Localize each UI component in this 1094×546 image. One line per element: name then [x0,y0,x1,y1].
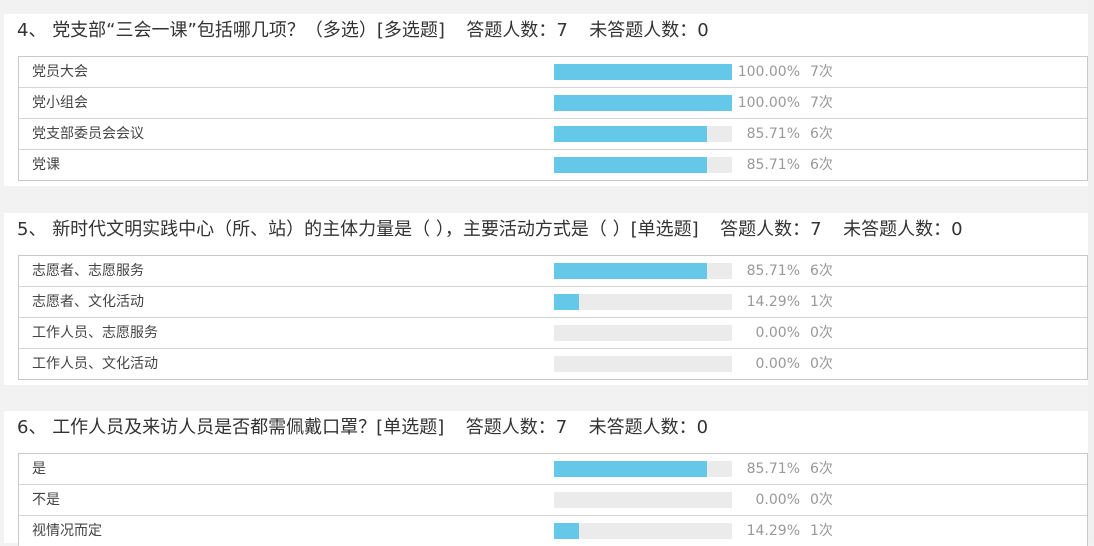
option-row: 工作人员、志愿服务 0.00% 0次 [19,318,1087,349]
option-row: 志愿者、志愿服务 85.71% 6次 [19,256,1087,287]
result-bar [554,356,732,372]
result-bar [554,263,732,279]
option-count: 0次 [810,325,833,341]
option-row: 工作人员、文化活动 0.00% 0次 [19,349,1087,379]
result-bar [554,294,732,310]
option-row: 志愿者、文化活动 14.29% 1次 [19,287,1087,318]
option-row: 是 85.71% 6次 [19,454,1087,485]
answered-count: 答题人数：7 [466,20,568,41]
answered-count: 答题人数：7 [720,219,822,240]
result-bar [554,461,732,477]
option-percent: 14.29% [746,523,800,539]
question-text: 新时代文明实践中心（所、站）的主体力量是（ ），主要活动方式是（ ）[单选题] [52,219,699,240]
unanswered-count: 未答题人数：0 [843,219,963,240]
result-bar [554,64,732,80]
option-row: 党小组会 100.00% 7次 [19,88,1087,119]
option-percent: 85.71% [746,126,800,142]
question-text: 工作人员及来访人员是否都需佩戴口罩？[单选题] [52,417,445,438]
option-label: 志愿者、志愿服务 [32,263,144,279]
question-number: 6、 [17,417,47,438]
unanswered-count: 未答题人数：0 [589,20,709,41]
option-percent: 0.00% [755,492,800,508]
option-count: 0次 [810,356,833,372]
option-label: 工作人员、志愿服务 [32,325,158,341]
option-count: 6次 [810,461,833,477]
option-count: 6次 [810,157,833,173]
result-bar [554,157,732,173]
option-percent: 85.71% [746,263,800,279]
question-text: 党支部“三会一课”包括哪几项？（多选）[多选题] [52,20,445,41]
option-count: 1次 [810,294,833,310]
option-label: 党小组会 [32,95,88,111]
option-percent: 100.00% [737,64,800,80]
answered-count: 答题人数：7 [465,417,568,438]
option-label: 志愿者、文化活动 [32,294,144,310]
question-title: 5、 新时代文明实践中心（所、站）的主体力量是（ ），主要活动方式是（ ）[单选… [17,213,963,247]
page-scrollbar[interactable] [1088,0,1094,543]
unanswered-count: 未答题人数：0 [588,417,709,438]
option-row: 不是 0.00% 0次 [19,485,1087,516]
question-number: 5、 [17,219,47,240]
option-label: 党支部委员会会议 [32,126,144,142]
result-bar [554,523,732,539]
result-bar [554,126,732,142]
options-table: 党员大会 100.00% 7次 党小组会 100.00% 7次 党支部委员会会议… [18,56,1088,181]
option-label: 视情况而定 [32,523,102,539]
option-percent: 100.00% [737,95,800,111]
question-title: 6、 工作人员及来访人员是否都需佩戴口罩？[单选题] 答题人数：7 未答题人数：… [17,411,708,445]
result-bar-fill [554,294,579,310]
option-count: 6次 [810,126,833,142]
option-label: 党课 [32,157,60,173]
result-bar-fill [554,64,732,80]
question-card-6: 6、 工作人员及来访人员是否都需佩戴口罩？[单选题] 答题人数：7 未答题人数：… [4,411,1092,546]
result-bar [554,325,732,341]
option-count: 0次 [810,492,833,508]
option-label: 党员大会 [32,64,88,80]
option-percent: 0.00% [755,356,800,372]
question-title: 4、 党支部“三会一课”包括哪几项？（多选）[多选题] 答题人数：7 未答题人数… [17,14,709,48]
question-card-5: 5、 新时代文明实践中心（所、站）的主体力量是（ ），主要活动方式是（ ）[单选… [4,213,1092,385]
option-percent: 14.29% [746,294,800,310]
result-bar-fill [554,461,707,477]
result-bar-fill [554,157,707,173]
result-bar-fill [554,523,579,539]
option-count: 7次 [810,64,833,80]
option-percent: 85.71% [746,157,800,173]
option-label: 不是 [32,492,60,508]
option-label: 是 [32,461,46,477]
question-number: 4、 [17,20,47,41]
option-count: 7次 [810,95,833,111]
option-label: 工作人员、文化活动 [32,356,158,372]
option-row: 党支部委员会会议 85.71% 6次 [19,119,1087,150]
option-row: 党课 85.71% 6次 [19,150,1087,180]
option-count: 6次 [810,263,833,279]
options-table: 志愿者、志愿服务 85.71% 6次 志愿者、文化活动 14.29% 1次 工作… [18,255,1088,380]
option-row: 党员大会 100.00% 7次 [19,57,1087,88]
result-bar [554,492,732,508]
result-bar-fill [554,95,732,111]
option-percent: 0.00% [755,325,800,341]
result-bar-fill [554,263,707,279]
question-card-4: 4、 党支部“三会一课”包括哪几项？（多选）[多选题] 答题人数：7 未答题人数… [4,14,1092,186]
option-count: 1次 [810,523,833,539]
result-bar [554,95,732,111]
option-row: 视情况而定 14.29% 1次 [19,516,1087,546]
options-table: 是 85.71% 6次 不是 0.00% 0次 视情况而定 14.29% 1次 [18,453,1088,546]
result-bar-fill [554,126,707,142]
option-percent: 85.71% [746,461,800,477]
